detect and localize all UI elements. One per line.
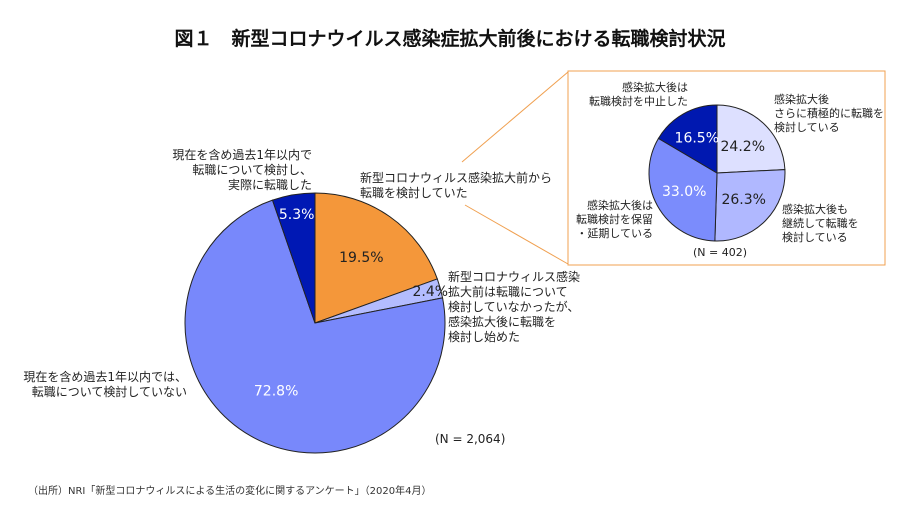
pie-value-label: 5.3% [279, 207, 315, 223]
pie-value-label: 26.3% [721, 192, 765, 208]
pie-value-label: 72.8% [254, 384, 298, 400]
label-more-active: 感染拡大後 さらに積極的に転職を 検討している [774, 93, 884, 134]
detail-box [567, 70, 886, 266]
label-changed-jobs: 現在を含め過去1年以内で 転職について検討し、 実際に転職した [172, 148, 312, 192]
pie-value-label: 24.2% [721, 139, 765, 155]
pie-slice [648, 137, 718, 242]
source-note: （出所）NRI「新型コロナウィルスによる生活の変化に関するアンケート」（2020… [28, 486, 432, 497]
label-not-considered: 現在を含め過去1年以内では、 転職について検討していない [23, 370, 187, 399]
pie-slice [184, 199, 446, 454]
connector-line-top [461, 71, 569, 163]
pie-slice [657, 104, 718, 174]
label-started-after: 新型コロナウィルス感染 拡大前は転職について 検討していなかったが、 感染拡大後に転職… [448, 270, 581, 344]
pie-slice [714, 169, 786, 242]
detail-pie: 24.2% 26.3% 33.0% 16.5% [648, 104, 786, 242]
pie-value-label: 19.5% [339, 250, 383, 266]
label-postponed: 感染拡大後は 転職検討を保留 ・延期している [576, 199, 653, 240]
chart-title: 図１ 新型コロナウイルス感染症拡大前後における転職検討状況 [174, 28, 726, 50]
pie-slice [716, 104, 786, 174]
label-before: 新型コロナウィルス感染拡大前から 転職を検討していた [360, 171, 553, 200]
main-n-label: (N = 2,064) [435, 432, 506, 446]
label-stopped: 感染拡大後は 転職検討を中止した [589, 81, 688, 108]
detail-n-label: (N = 402) [693, 246, 748, 259]
pie-value-label: 16.5% [675, 130, 719, 146]
pie-slice [314, 192, 438, 324]
label-continuing: 感染拡大後も 継続して転職を 検討している [782, 203, 859, 244]
pie-value-label: 33.0% [662, 184, 706, 200]
pie-slice [271, 192, 316, 324]
connector-line-bottom [464, 204, 569, 265]
main-pie: 19.5% 2.4% 72.8% 5.3% [184, 192, 448, 454]
pie-value-label: 2.4% [412, 284, 448, 300]
